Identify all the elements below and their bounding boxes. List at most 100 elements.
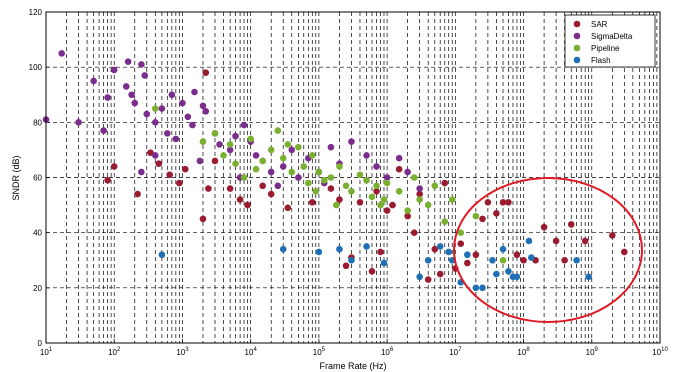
- y-tick-label: 120: [29, 8, 43, 17]
- y-tick-label: 40: [33, 229, 42, 238]
- sigmadelta-point: [138, 168, 145, 176]
- sar-point: [205, 185, 212, 192]
- pipeline-point: [199, 138, 207, 145]
- y-tick-label: 20: [33, 284, 42, 293]
- flash-point: [279, 245, 287, 253]
- flash-point: [513, 273, 521, 281]
- flash-point: [158, 251, 166, 259]
- sigmadelta-point: [232, 132, 239, 140]
- sigmadelta-point: [151, 152, 159, 159]
- sar-point: [267, 190, 275, 198]
- sigmadelta-point: [216, 141, 223, 148]
- axis-ticks: 101 102 103 104 105 106 107 108 109 1010 0 20 40 60 80…: [29, 8, 669, 357]
- x-tick-label: 107: [449, 347, 462, 357]
- sigmadelta-point: [295, 174, 302, 181]
- legend-marker-sar: [573, 20, 581, 28]
- flash-point: [416, 273, 423, 281]
- y-axis-label: SNDR (dB): [11, 155, 21, 200]
- pipeline-point: [232, 160, 239, 168]
- sar-point: [581, 237, 589, 245]
- flash-point: [445, 248, 453, 256]
- sar-point: [166, 171, 173, 179]
- flash-point: [499, 245, 507, 253]
- sar-point: [424, 276, 432, 283]
- sar-point: [472, 251, 480, 259]
- pipeline-point: [312, 187, 320, 195]
- sigmadelta-point: [189, 121, 196, 129]
- flash-point: [424, 256, 432, 264]
- sar-point: [493, 210, 500, 217]
- pipeline-point: [336, 163, 343, 170]
- pipeline-point: [151, 105, 159, 112]
- pipeline-point: [274, 127, 282, 134]
- pipeline-point: [431, 182, 439, 190]
- sigmadelta-point: [196, 157, 204, 165]
- x-tick-label: 102: [108, 347, 121, 357]
- sigmadelta-point: [191, 88, 198, 96]
- pipeline-point: [300, 163, 308, 170]
- sar-point: [181, 165, 189, 173]
- data-points: [42, 50, 628, 292]
- sar-point: [308, 199, 316, 206]
- flash-point: [493, 270, 500, 278]
- sigmadelta-point: [158, 105, 166, 112]
- sigmadelta-point: [373, 163, 380, 170]
- sigmadelta-point: [104, 94, 111, 101]
- sigmadelta-point: [164, 130, 171, 137]
- sar-point: [389, 201, 396, 209]
- sar-point: [431, 245, 439, 253]
- sigmadelta-point: [128, 91, 135, 99]
- pipeline-point: [327, 174, 335, 181]
- sar-point: [176, 179, 183, 187]
- sar-point: [336, 196, 343, 203]
- sar-point: [520, 256, 527, 264]
- y-tick-label: 60: [33, 174, 42, 183]
- sar-point: [284, 204, 292, 212]
- pipeline-point: [288, 168, 296, 176]
- x-tick-label: 106: [381, 347, 394, 357]
- sigmadelta-point: [199, 102, 207, 110]
- x-tick-label: 103: [176, 347, 189, 357]
- flash-point: [315, 248, 323, 256]
- sigmadelta-point: [141, 72, 149, 79]
- sar-point: [155, 160, 163, 168]
- flash-point: [348, 256, 355, 264]
- pipeline-point: [377, 201, 384, 209]
- sigmadelta-point: [404, 168, 411, 176]
- sigmadelta-point: [179, 99, 186, 107]
- sar-point: [104, 176, 111, 184]
- sar-point: [441, 179, 449, 187]
- legend-label-flash: Flash: [591, 56, 611, 65]
- sigmadelta-point: [363, 152, 370, 159]
- legend: SAR SigmaDelta Pipeline Flash: [564, 14, 656, 68]
- sigmadelta-point: [383, 174, 391, 181]
- pipeline-point: [472, 212, 480, 220]
- pipeline-point: [363, 176, 370, 184]
- x-axis-label: Frame Rate (Hz): [319, 361, 386, 371]
- flash-point: [528, 254, 535, 261]
- sigmadelta-point: [274, 182, 282, 190]
- flash-point: [472, 284, 480, 292]
- sar-point: [484, 199, 492, 206]
- x-tick-label: 109: [586, 347, 599, 357]
- sigmadelta-point: [122, 83, 130, 90]
- pipeline-point: [211, 130, 219, 137]
- sigmadelta-point: [416, 185, 423, 192]
- sar-point: [457, 240, 465, 247]
- sar-point: [552, 237, 560, 245]
- pipeline-point: [368, 193, 376, 201]
- sar-point: [147, 149, 154, 156]
- pipeline-point: [373, 182, 380, 190]
- legend-label-pipeline: Pipeline: [591, 44, 620, 53]
- sigmadelta-point: [172, 135, 180, 143]
- legend-marker-sigmadelta: [573, 32, 581, 40]
- sar-point: [404, 212, 411, 220]
- sigmadelta-point: [184, 113, 192, 121]
- pipeline-point: [383, 179, 391, 187]
- sigmadelta-point: [279, 163, 287, 170]
- pipeline-point: [333, 201, 340, 209]
- sigmadelta-point: [124, 58, 132, 65]
- pipeline-point: [259, 157, 266, 165]
- x-tick-label: 101: [40, 347, 53, 357]
- y-tick-label: 100: [29, 63, 43, 72]
